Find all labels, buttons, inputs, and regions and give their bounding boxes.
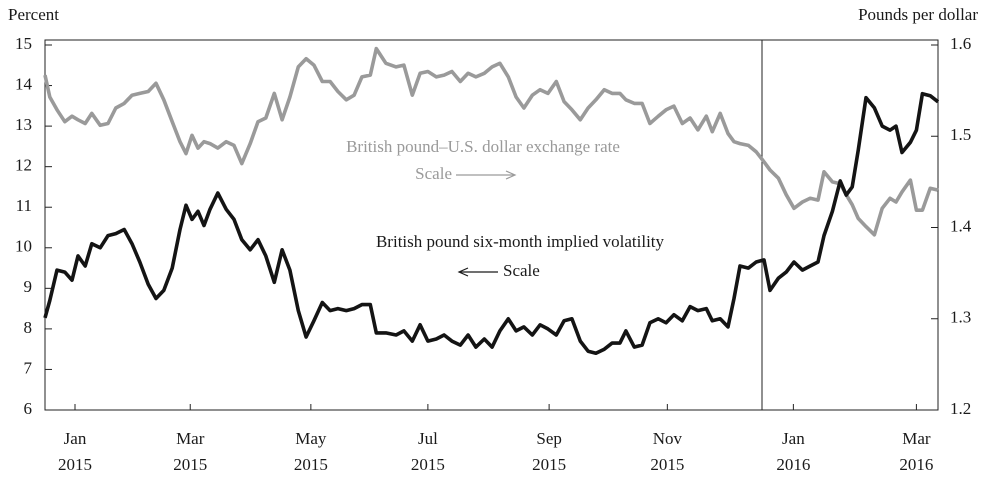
x-tick-label: Mar 2015 — [173, 429, 207, 474]
y-tick-label: 11 — [16, 196, 32, 215]
y-tick-label: 10 — [15, 237, 32, 256]
y2-tick-label: 1.6 — [950, 34, 971, 53]
x-tick-label: Nov 2015 — [650, 429, 684, 474]
y-axis-label: Percent — [8, 5, 59, 24]
plot-frame — [44, 39, 939, 411]
series-line — [43, 46, 939, 237]
x-tick-label: Jan 2015 — [58, 429, 92, 474]
y-tick-label: 13 — [15, 115, 32, 134]
series-line — [43, 91, 940, 355]
y2-tick-label: 1.3 — [950, 308, 971, 327]
arrow — [456, 170, 517, 180]
x-tick-label: Mar 2016 — [899, 429, 933, 474]
annotation: Scale — [415, 164, 452, 183]
x-tick-label: Sep 2015 — [532, 429, 566, 474]
annotation: British pound–U.S. dollar exchange rate — [346, 137, 620, 156]
y-tick-label: 15 — [15, 34, 32, 53]
x-tick-label: May 2015 — [294, 429, 328, 474]
annotation: Scale — [503, 261, 540, 280]
y-tick-label: 6 — [24, 399, 33, 418]
y-tick-label: 9 — [24, 277, 33, 296]
y2-tick-label: 1.4 — [950, 216, 972, 235]
y2-tick-label: 1.2 — [950, 399, 971, 418]
annotation: British pound six-month implied volatili… — [376, 232, 665, 251]
y2-axis-label: Pounds per dollar — [858, 5, 978, 24]
y-tick-label: 14 — [15, 74, 33, 93]
y2-tick-label: 1.5 — [950, 125, 971, 144]
y-tick-label: 8 — [24, 318, 33, 337]
x-tick-label: Jul 2015 — [411, 429, 445, 474]
arrow — [457, 267, 498, 277]
x-tick-label: Jan 2016 — [776, 429, 810, 474]
y-tick-label: 12 — [15, 156, 32, 175]
y-tick-label: 7 — [24, 358, 33, 377]
